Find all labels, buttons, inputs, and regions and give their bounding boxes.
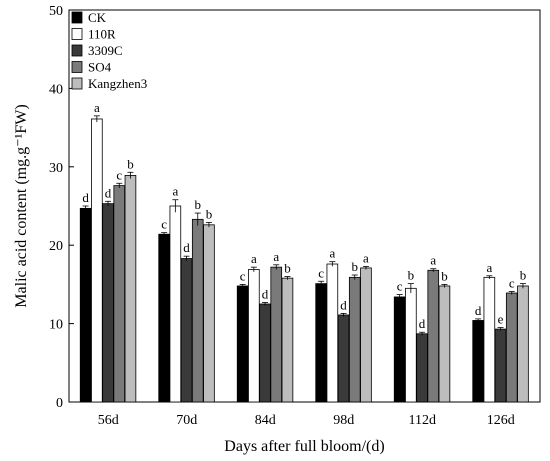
significance-label: c — [161, 217, 167, 232]
x-tick-label: 126d — [487, 413, 515, 428]
legend-swatch — [71, 44, 83, 57]
legend-swatch — [71, 77, 83, 90]
significance-label: a — [430, 253, 436, 268]
bar — [427, 269, 440, 403]
bar — [91, 118, 103, 403]
bar — [248, 269, 260, 403]
bar — [158, 233, 170, 403]
significance-label: c — [397, 279, 403, 294]
y-tick-label: 30 — [49, 161, 63, 176]
significance-label: c — [116, 167, 122, 182]
significance-label: a — [94, 100, 100, 115]
bar — [517, 285, 529, 403]
significance-label: a — [363, 250, 369, 265]
legend-label: 110R — [88, 27, 116, 42]
significance-label: d — [419, 316, 426, 331]
significance-label: b — [195, 197, 202, 212]
significance-label: b — [408, 268, 415, 283]
bar — [124, 175, 137, 403]
significance-label: d — [105, 185, 112, 200]
y-tick-label: 40 — [49, 82, 63, 97]
significance-label: c — [509, 275, 515, 290]
bar — [203, 224, 215, 403]
bar — [416, 333, 428, 403]
bar — [360, 267, 372, 403]
significance-label: d — [262, 286, 269, 301]
bar — [393, 296, 406, 403]
bar — [505, 292, 518, 403]
significance-label: a — [273, 249, 279, 264]
bar — [270, 266, 283, 403]
significance-label: d — [340, 297, 347, 312]
bar — [236, 285, 249, 403]
bar — [315, 283, 327, 403]
significance-label: c — [240, 268, 246, 283]
significance-label: a — [329, 246, 335, 261]
y-axis-title: Malic acid content (mg.g⁻¹FW) — [13, 104, 30, 307]
significance-label: e — [498, 312, 504, 327]
bar — [259, 303, 271, 403]
bar — [113, 185, 126, 403]
x-tick-label: 98d — [333, 413, 354, 428]
bar — [405, 287, 417, 403]
significance-label: b — [520, 268, 527, 283]
plot-area — [68, 9, 541, 403]
x-tick-label: 112d — [409, 413, 436, 428]
x-tick-label: 84d — [255, 413, 276, 428]
significance-label: b — [284, 261, 291, 276]
significance-label: d — [82, 190, 89, 205]
bar — [191, 218, 204, 403]
significance-label: b — [352, 259, 359, 274]
x-tick-label: 56d — [98, 413, 119, 428]
legend-swatch — [71, 11, 83, 24]
significance-label: c — [318, 265, 324, 280]
bar — [102, 203, 114, 403]
bar — [348, 276, 361, 403]
significance-label: b — [441, 268, 448, 283]
y-tick-label: 10 — [49, 318, 63, 333]
x-tick-label: 70d — [176, 413, 197, 428]
bar — [438, 285, 451, 403]
bar — [180, 258, 193, 403]
bar — [494, 328, 507, 403]
bar — [79, 207, 92, 403]
bar — [281, 277, 294, 403]
significance-label: a — [486, 260, 492, 275]
legend-label: SO4 — [88, 60, 112, 75]
significance-label: d — [183, 240, 190, 255]
x-axis-title: Days after full bloom/(d) — [224, 438, 384, 455]
y-tick-label: 0 — [56, 396, 63, 411]
bar — [326, 263, 339, 403]
significance-label: d — [475, 303, 482, 318]
bar — [472, 320, 484, 403]
y-tick-label: 50 — [49, 4, 63, 19]
legend-label: CK — [88, 10, 107, 25]
axes-layer: 0 10 20 30 40 50 56d 70d 84d 98d 112d 126d — [49, 4, 515, 428]
significance-label: a — [172, 184, 178, 199]
significance-label: b — [206, 206, 213, 221]
plot-frame — [68, 9, 541, 403]
legend-swatch — [71, 61, 83, 73]
bar — [337, 314, 350, 403]
bar — [483, 276, 496, 403]
legend-label: 3309C — [88, 43, 123, 58]
legend-swatch — [71, 28, 83, 40]
significance-label: a — [251, 251, 257, 266]
significance-label: b — [127, 156, 134, 171]
bar — [169, 205, 182, 403]
y-tick-label: 20 — [49, 239, 63, 254]
legend-label: Kangzhen3 — [88, 76, 147, 91]
